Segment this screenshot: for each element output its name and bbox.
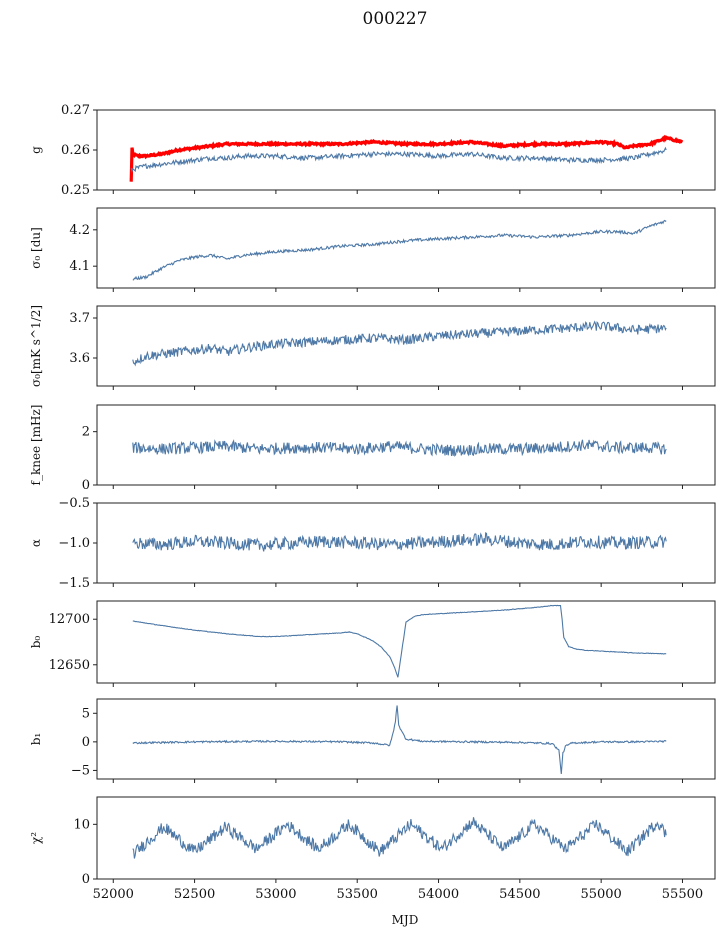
y-axis-label: χ² bbox=[29, 832, 43, 844]
panel-b0: 12650 12700 b₀ bbox=[29, 600, 716, 687]
y-tick-label: 0.25 bbox=[61, 183, 90, 198]
panel-sigma0_du: 4.1 4.2 σ₀ [du] bbox=[29, 207, 716, 292]
y-tick-label: −1.0 bbox=[58, 536, 90, 551]
x-axis-label: MJD bbox=[392, 913, 419, 927]
x-tick-label: 53500 bbox=[337, 887, 378, 902]
y-tick-label: 0.27 bbox=[61, 103, 90, 118]
y-axis-label: σ₀ [du] bbox=[29, 227, 43, 269]
y-axis-label: b₀ bbox=[29, 636, 43, 649]
y-tick-label: 5 bbox=[82, 706, 90, 721]
series-line-f_knee-0 bbox=[132, 439, 667, 457]
y-tick-label: 2 bbox=[82, 425, 90, 440]
axes-frame bbox=[96, 404, 716, 486]
panel-chi2: 0 10 χ² 52000 52500 53000 53500 54000 54500 55000… bbox=[29, 796, 716, 902]
y-tick-label: 3.7 bbox=[69, 311, 90, 326]
panel-sigma0_mks: 3.6 3.7 σ₀[mK s^1/2] bbox=[29, 305, 716, 390]
y-axis-label: f_knee [mHz] bbox=[29, 405, 43, 486]
series-line-b0-0 bbox=[132, 604, 667, 678]
y-tick-label: 3.6 bbox=[69, 351, 90, 366]
panel-b1: −5 0 5 b₁ bbox=[29, 698, 716, 783]
panel-alpha: −1.5 −1.0 −0.5 α bbox=[29, 496, 716, 591]
x-tick-label: 55000 bbox=[580, 887, 621, 902]
y-tick-label: 0 bbox=[82, 872, 90, 887]
y-tick-label: 4.2 bbox=[69, 223, 90, 238]
x-tick-label: 54500 bbox=[499, 887, 540, 902]
x-tick-label: 53000 bbox=[255, 887, 296, 902]
x-tick-label: 52500 bbox=[174, 887, 215, 902]
x-tick-label: 55500 bbox=[662, 887, 703, 902]
y-tick-label: 10 bbox=[73, 817, 90, 832]
series-line-sigma0_du-0 bbox=[132, 219, 667, 281]
y-tick-label: −5 bbox=[71, 763, 90, 778]
y-tick-label: 0 bbox=[82, 478, 90, 493]
axes-frame bbox=[96, 796, 716, 880]
y-axis-label: b₁ bbox=[29, 733, 43, 746]
figure-title: 000227 bbox=[363, 9, 428, 29]
axes-frame bbox=[96, 207, 716, 289]
x-tick-label: 54000 bbox=[418, 887, 459, 902]
y-axis-label: α bbox=[29, 539, 43, 547]
panels: 0.25 0.26 0.27 g 4.1 4.2 σ₀ [du] 3.6 3.7 σ₀[mK s^… bbox=[29, 103, 716, 902]
y-axis-label: g bbox=[29, 146, 43, 154]
y-axis-label: σ₀[mK s^1/2] bbox=[29, 305, 43, 387]
y-tick-label: 12650 bbox=[49, 658, 90, 673]
y-tick-label: −1.5 bbox=[58, 576, 90, 591]
axes-frame bbox=[96, 600, 716, 684]
y-tick-label: −0.5 bbox=[58, 496, 90, 511]
series-line-chi2-0 bbox=[132, 817, 667, 859]
series-line-g-1 bbox=[130, 146, 667, 174]
series-line-sigma0_mks-0 bbox=[132, 320, 667, 367]
axes-frame bbox=[96, 698, 716, 780]
series-line-b1-0 bbox=[132, 705, 667, 774]
y-tick-label: 4.1 bbox=[69, 259, 90, 274]
panel-f_knee: 0 2 f_knee [mHz] bbox=[29, 404, 716, 493]
y-tick-label: 0 bbox=[82, 735, 90, 750]
series-line-g-0 bbox=[129, 134, 684, 182]
y-tick-label: 12700 bbox=[49, 612, 90, 627]
axes-frame bbox=[96, 305, 716, 387]
series-line-alpha-0 bbox=[132, 532, 667, 552]
x-tick-label: 52000 bbox=[93, 887, 134, 902]
panel-g: 0.25 0.26 0.27 g bbox=[29, 103, 716, 198]
y-tick-label: 0.26 bbox=[61, 143, 90, 158]
